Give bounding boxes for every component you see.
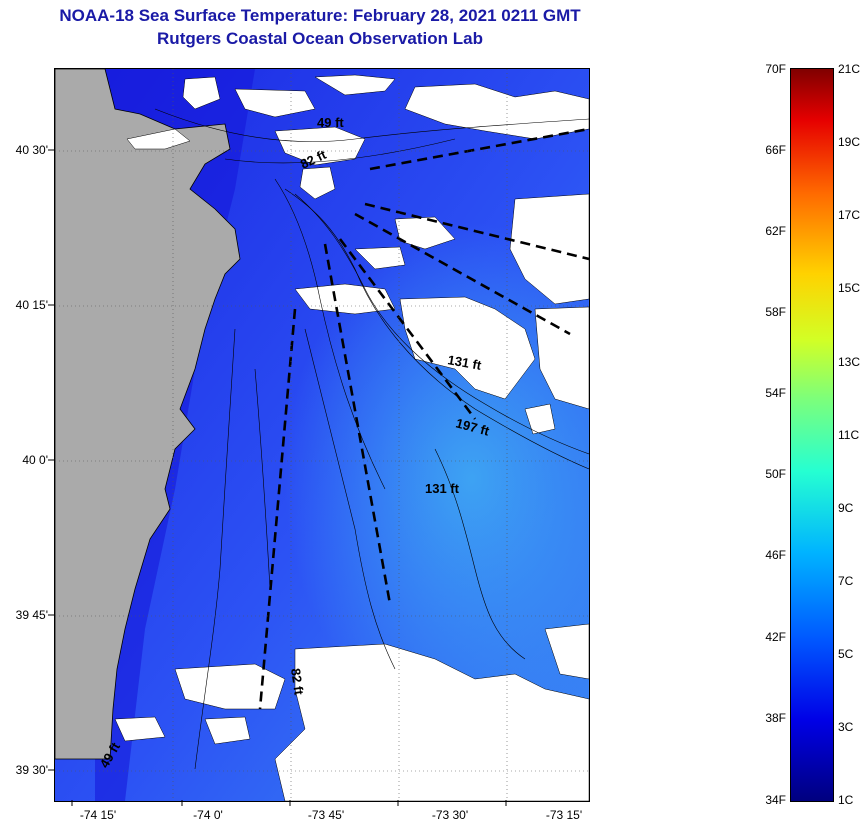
- colorbar-label-34f: 34F: [765, 793, 786, 807]
- colorbar-label-70f: 70F: [765, 62, 786, 76]
- colorbar-label-46f: 46F: [765, 548, 786, 562]
- lon-label-73-15: -73 15': [545, 808, 583, 822]
- sst-map-canvas: 49 ft 82 ft 131 ft 197 ft 131 ft 82 ft 4…: [55, 69, 589, 801]
- lat-label-40-15: 40 15': [15, 298, 48, 312]
- map-grid: [55, 69, 589, 801]
- colorbar-label-38f: 38F: [765, 711, 786, 725]
- lat-label-40-0: 40 0': [22, 453, 48, 467]
- colorbar-label-42f: 42F: [765, 630, 786, 644]
- depth-label-131ft-center: 131 ft: [425, 481, 460, 496]
- lat-label-39-45: 39 45': [15, 608, 48, 622]
- colorbar-label-58f: 58F: [765, 305, 786, 319]
- colorbar-label-1c: 1C: [838, 793, 854, 807]
- colorbar-label-17c: 17C: [838, 208, 861, 222]
- colorbar-label-21c: 21C: [838, 62, 861, 76]
- colorbar-label-66f: 66F: [765, 143, 786, 157]
- lat-label-40-30: 40 30': [15, 143, 48, 157]
- lat-label-39-30: 39 30': [15, 763, 48, 777]
- lon-label-73-30: -73 30': [431, 808, 469, 822]
- colorbar-label-54f: 54F: [765, 386, 786, 400]
- map-subtitle: Rutgers Coastal Ocean Observation Lab: [157, 29, 483, 48]
- temperature-colorbar: [790, 68, 834, 802]
- colorbar-label-13c: 13C: [838, 355, 861, 369]
- lon-label-74-15: -74 15': [79, 808, 117, 822]
- colorbar-label-15c: 15C: [838, 281, 861, 295]
- lon-label-73-45: -73 45': [307, 808, 345, 822]
- colorbar-label-50f: 50F: [765, 467, 786, 481]
- land-new-jersey: [55, 69, 241, 760]
- lon-label-74-0: -74 0': [193, 808, 223, 822]
- map-title: NOAA-18 Sea Surface Temperature: Februar…: [59, 6, 581, 25]
- colorbar-label-5c: 5C: [838, 647, 854, 661]
- colorbar-label-11c: 11C: [838, 428, 860, 442]
- colorbar-label-7c: 7C: [838, 574, 854, 588]
- colorbar-label-3c: 3C: [838, 720, 854, 734]
- colorbar-label-62f: 62F: [765, 224, 786, 238]
- sst-map[interactable]: 49 ft 82 ft 131 ft 197 ft 131 ft 82 ft 4…: [54, 68, 590, 802]
- transect-lines: [258, 127, 589, 710]
- depth-label-82ft-south: 82 ft: [288, 667, 307, 696]
- colorbar-label-9c: 9C: [838, 501, 854, 515]
- cloud-cover: [114, 74, 589, 801]
- colorbar-label-19c: 19C: [838, 135, 861, 149]
- depth-label-131ft-east: 131 ft: [446, 352, 483, 373]
- bathymetry-contours: [154, 108, 589, 770]
- depth-label-49ft-north: 49 ft: [317, 115, 344, 130]
